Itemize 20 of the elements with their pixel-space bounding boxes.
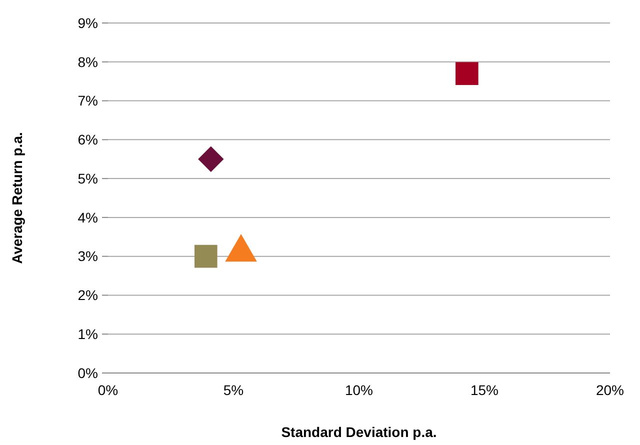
y-tick-label: 7% [78,92,98,109]
y-tick-label: 9% [78,14,98,31]
y-axis-title: Average Return p.a. [9,132,25,264]
y-tick-label: 3% [78,248,98,264]
y-tick-label: 2% [78,287,98,304]
x-tick-label: 5% [223,382,244,398]
x-axis-title: Standard Deviation p.a. [281,424,437,440]
y-tick-label: 4% [78,209,98,226]
x-tick-label: 0% [98,382,118,398]
x-tick-label: 10% [344,382,374,398]
y-tick-label: 5% [78,170,98,186]
x-tick-label: 20% [596,382,624,398]
y-tick-label: 6% [78,132,98,148]
y-tick-label: 0% [78,364,98,381]
x-tick-label: 15% [470,382,499,398]
point [198,146,224,172]
y-tick-label: 8% [78,54,98,70]
point [194,244,218,268]
point [456,62,478,85]
y-tick-label: 1% [78,326,98,342]
